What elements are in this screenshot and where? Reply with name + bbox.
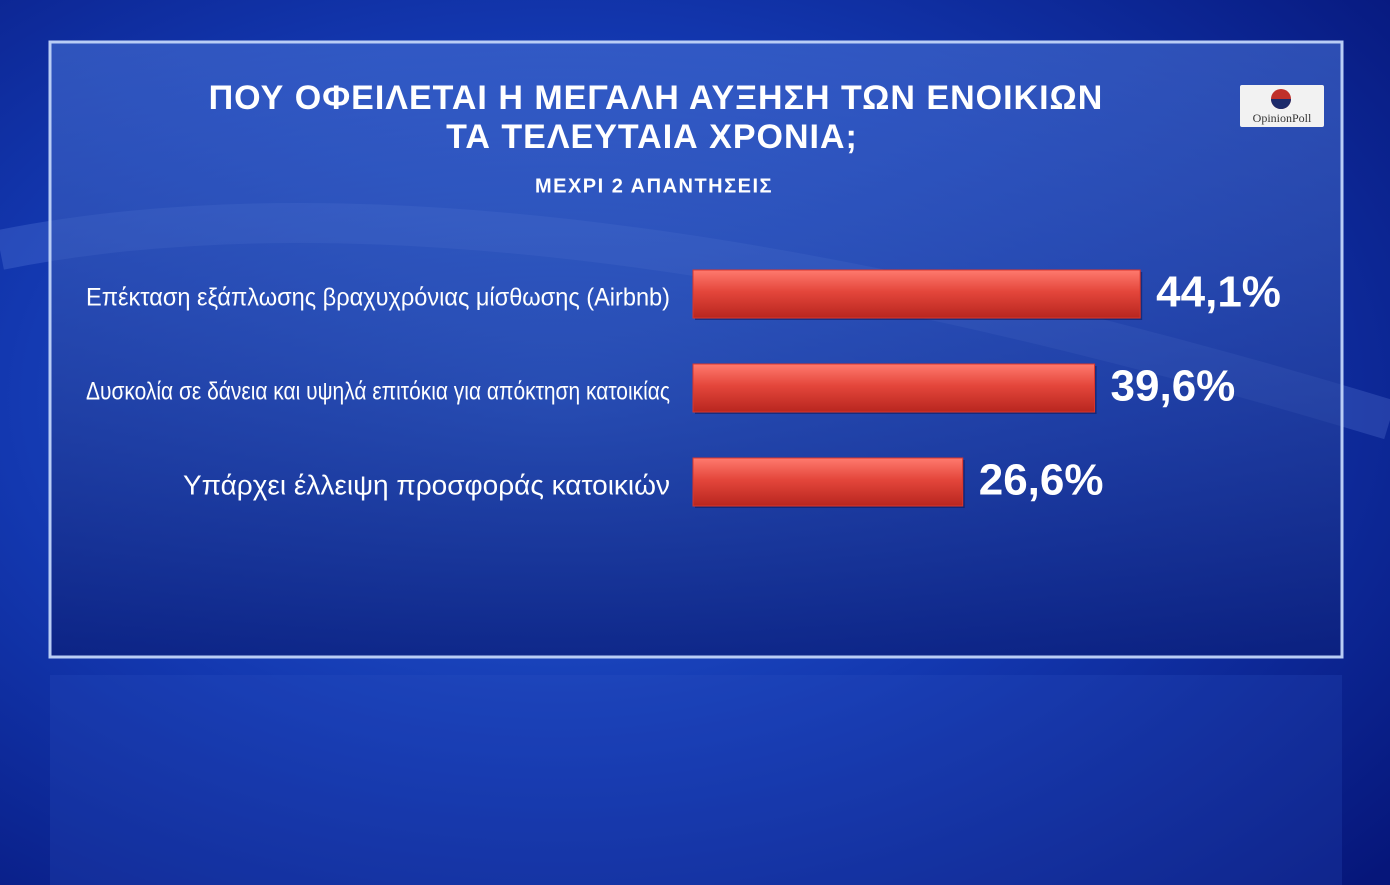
value-label: 26,6% xyxy=(979,456,1104,505)
logo-text: OpinionPoll xyxy=(1253,111,1312,125)
category-label: Υπάρχει έλλειψη προσφοράς κατοικιών xyxy=(183,469,670,500)
chart-title: ΠΟΥ ΟΦΕΙΛΕΤΑΙ Η ΜΕΓΑΛΗ ΑΥΞΗΣΗ ΤΩΝ ΕΝΟΙΚΙ… xyxy=(209,79,1104,117)
value-label: 39,6% xyxy=(1111,362,1236,411)
category-label: Επέκταση εξάπλωσης βραχυχρόνιας μίσθωσης… xyxy=(86,284,670,312)
panel-reflection xyxy=(50,675,1342,885)
value-label: 44,1% xyxy=(1156,268,1281,317)
bar xyxy=(692,363,1096,413)
panel xyxy=(48,40,1344,659)
chart-subtitle: ΜΕΧΡΙ 2 ΑΠΑΝΤΗΣΕΙΣ xyxy=(535,175,773,197)
bar xyxy=(692,457,964,507)
chart-title: ΤΑ ΤΕΛΕΥΤΑΙΑ ΧΡΟΝΙΑ; xyxy=(446,118,858,156)
logo-icon xyxy=(1271,99,1291,109)
category-label: Δυσκολία σε δάνεια και υψηλά επιτόκια γι… xyxy=(86,378,670,406)
bar xyxy=(692,269,1141,319)
